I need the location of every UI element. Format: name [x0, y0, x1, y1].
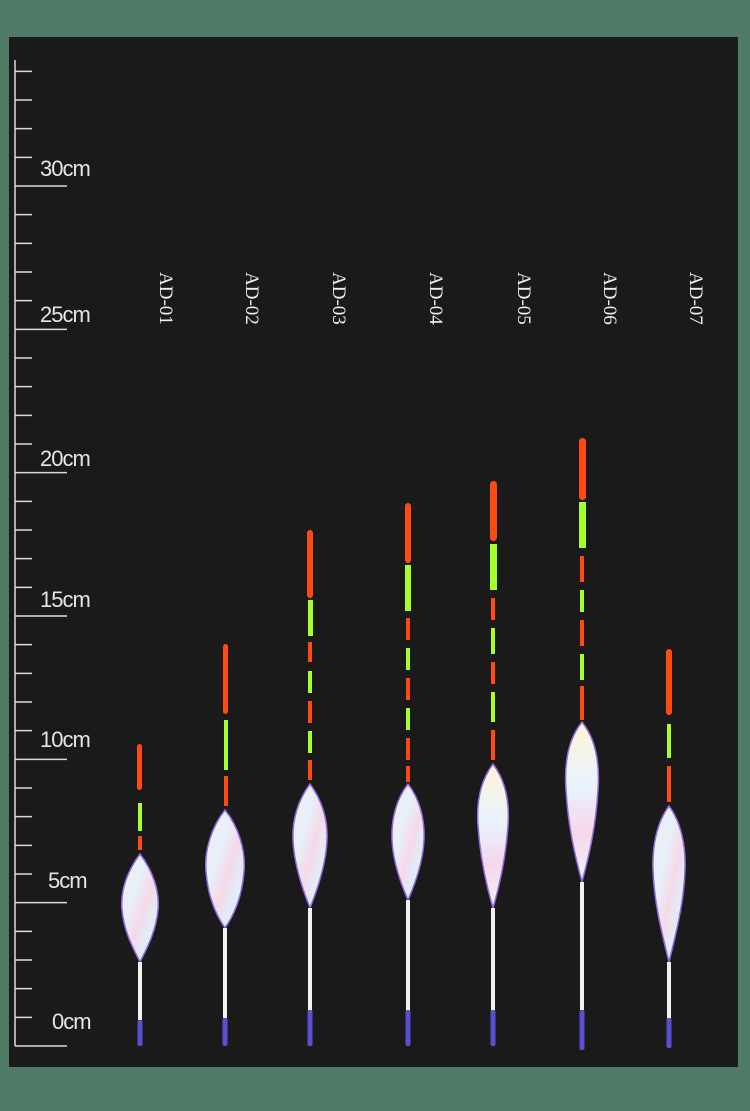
model-label-ad-01: AD-01	[155, 272, 176, 325]
model-label-ad-07: AD-07	[685, 272, 706, 325]
ruler-label-20cm: 20cm	[40, 446, 91, 471]
float-ad-01	[120, 744, 160, 1046]
ruler-label-5cm: 5cm	[48, 868, 88, 893]
ruler-label-30cm: 30cm	[40, 156, 91, 181]
float-ad-05	[476, 481, 510, 1046]
model-label-ad-05: AD-05	[513, 272, 534, 325]
ruler-label-15cm: 15cm	[40, 587, 91, 612]
model-label-ad-02: AD-02	[241, 272, 262, 325]
float-body	[120, 852, 160, 964]
ruler-label-10cm: 10cm	[40, 727, 91, 752]
float-stem-end	[137, 1020, 143, 1046]
float-ad-03	[292, 530, 328, 1046]
float-ad-02	[204, 644, 246, 1046]
ruler-label-0cm: 0cm	[52, 1009, 92, 1034]
model-label-ad-06: AD-06	[599, 272, 620, 325]
float-tip	[137, 744, 142, 790]
float-ad-06	[564, 438, 600, 1050]
ruler-label-25cm: 25cm	[40, 302, 91, 327]
model-label-ad-04: AD-04	[425, 272, 446, 325]
model-label-ad-03: AD-03	[328, 272, 349, 325]
float-ad-07	[652, 649, 686, 1048]
float-ad-04	[391, 503, 425, 1046]
